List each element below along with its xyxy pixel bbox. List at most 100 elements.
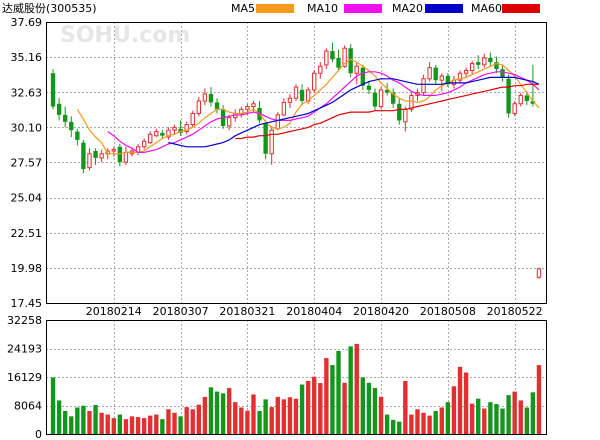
volume-bar <box>196 404 202 434</box>
volume-bar <box>208 387 214 434</box>
volume-bar <box>390 419 396 434</box>
volume-bar <box>530 392 536 434</box>
candle-body-up <box>427 67 432 80</box>
ma60-line <box>235 83 539 140</box>
candle-body-down <box>56 103 62 115</box>
candle-body-up <box>409 94 414 110</box>
date-tick-label: 20180307 <box>153 305 209 318</box>
candle-body-up <box>190 112 195 126</box>
volume-bar <box>427 415 432 434</box>
candle-body-down <box>62 114 68 122</box>
date-axis-labels: 20180214 20180307 20180321 20180404 20180420… <box>86 305 543 318</box>
candle-body-up <box>275 114 280 130</box>
candle-body-up <box>99 153 104 159</box>
candle-body-up <box>354 65 359 74</box>
candle-body-down <box>214 102 220 110</box>
candle-body-up <box>403 108 408 123</box>
volume-bar <box>445 402 451 434</box>
date-tick-label: 20180522 <box>487 305 543 318</box>
candle-body-down <box>50 73 56 107</box>
volume-bar <box>111 418 116 434</box>
volume-bar <box>342 382 347 434</box>
ma10-line <box>107 71 540 153</box>
price-panel-frame <box>46 22 547 304</box>
candle-body-down <box>75 131 80 140</box>
watermark-text: SOHU.com <box>60 23 190 48</box>
candle-body-up <box>123 151 129 163</box>
candle-body-up <box>202 93 208 102</box>
candle-body-down <box>117 146 123 163</box>
volume-bar <box>476 398 481 434</box>
legend-ma10-label: MA10 <box>307 2 339 15</box>
candle-body-down <box>81 142 86 170</box>
candle-body-up <box>196 100 202 114</box>
candle-body-up <box>172 126 177 131</box>
candle-body-down <box>397 103 402 121</box>
candle-body-up <box>421 78 426 94</box>
volume-bar <box>397 421 402 434</box>
volume-bar <box>378 396 384 434</box>
candle-body-up <box>166 129 171 138</box>
candle-body-down <box>390 92 396 104</box>
candle-body-down <box>336 57 341 68</box>
volume-bar <box>172 412 177 434</box>
legend-ma20-label: MA20 <box>392 2 424 15</box>
candle-body-up <box>312 72 317 91</box>
legend-ma60-swatch <box>502 4 540 13</box>
price-tick-label: 37.69 <box>11 16 43 29</box>
candle-body-down <box>433 67 438 81</box>
volume-bar <box>354 343 359 434</box>
candle-body-up <box>245 106 250 110</box>
price-tick-label: 32.63 <box>11 86 43 99</box>
volume-bar <box>469 403 475 434</box>
volume-bar <box>269 407 274 434</box>
price-tick-label: 17.45 <box>11 297 43 310</box>
legend-ma10-swatch <box>344 4 382 13</box>
volume-bar <box>403 380 408 434</box>
price-tick-label: 35.16 <box>11 51 43 64</box>
candle-body-up <box>324 50 329 66</box>
candle-body-down <box>160 132 165 136</box>
candle-body-up <box>518 94 523 105</box>
volume-bar <box>123 419 129 434</box>
candle-body-down <box>263 123 268 154</box>
volume-bar <box>166 409 171 434</box>
candle-body-up <box>141 140 147 148</box>
volume-bar <box>506 395 511 434</box>
volume-bar <box>135 417 141 434</box>
candle-body-up <box>269 129 274 155</box>
volume-bar <box>56 400 62 434</box>
candle-body-down <box>360 67 366 86</box>
volume-bar <box>518 400 523 434</box>
volume-bar <box>384 414 390 434</box>
volume-bar <box>451 386 457 434</box>
volume-axis-labels: 32258 24193 16129 8064 0 <box>7 314 42 440</box>
volume-bar <box>226 388 232 434</box>
volume-bar <box>257 411 262 434</box>
volume-bar <box>463 372 469 434</box>
volume-bar <box>433 411 438 434</box>
volume-bar <box>214 391 220 434</box>
candle-body-down <box>330 51 335 60</box>
candle-body-down <box>69 121 74 131</box>
stock-title: 达威股份(300535) <box>2 2 97 15</box>
volume-bar <box>117 414 123 434</box>
volume-tick-label: 32258 <box>7 314 42 327</box>
volume-bar <box>524 407 530 434</box>
legend-ma5-swatch <box>256 4 294 13</box>
candle-body-up <box>469 63 475 71</box>
volume-bar <box>324 358 329 434</box>
date-tick-label: 20180321 <box>219 305 275 318</box>
volume-bar <box>439 407 444 434</box>
candle-body-up <box>251 103 256 108</box>
volume-bar <box>105 414 110 434</box>
volume-bar <box>129 416 135 434</box>
volume-bar <box>62 411 68 434</box>
volume-bar <box>348 346 353 434</box>
date-tick-label: 20180404 <box>286 305 342 318</box>
candle-body-down <box>348 48 353 74</box>
ma5-line <box>76 58 540 155</box>
candle-body-down <box>208 94 214 103</box>
volume-bar <box>160 419 165 434</box>
